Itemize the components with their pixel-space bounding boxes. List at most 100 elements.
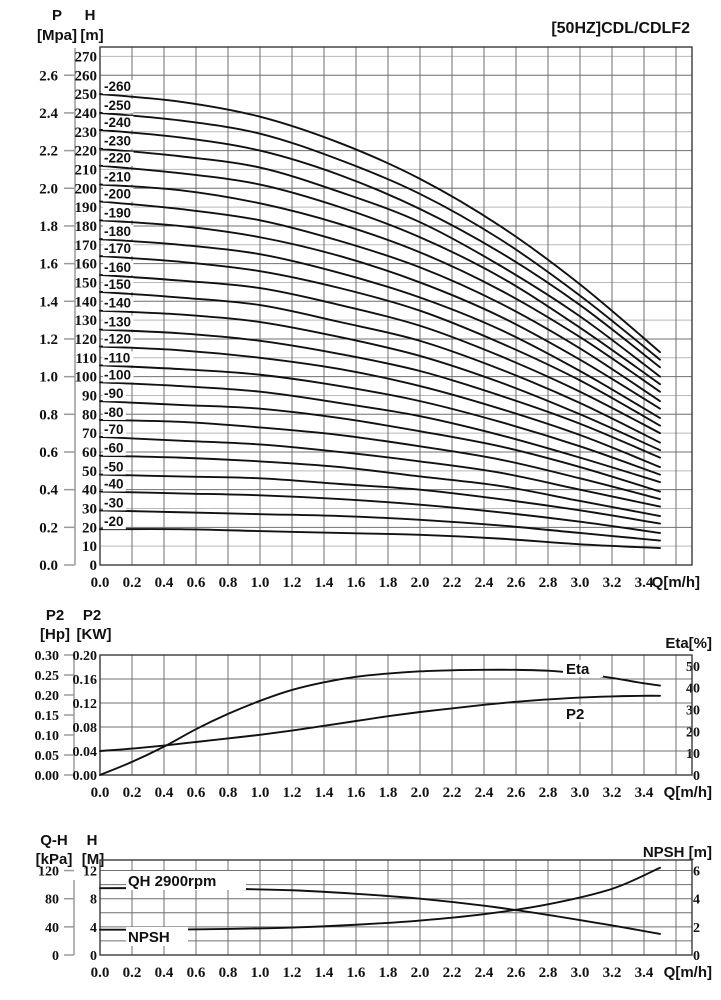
stage-curve-label: -210 (104, 170, 131, 185)
q-axis-tick: 3.0 (571, 575, 590, 591)
eta-tick: 10 (686, 747, 700, 762)
qh-label-bg (126, 871, 246, 890)
p-axis-tick: 0.6 (39, 445, 58, 461)
q-axis-tick: 0.8 (219, 965, 238, 981)
q-axis-label: Q[m/h] (664, 964, 712, 981)
h-axis-tick: 210 (75, 162, 98, 178)
stage-curve-label: -20 (104, 514, 124, 529)
stage-curve-label: -170 (104, 241, 131, 256)
h-axis-tick: 60 (82, 445, 97, 461)
q-axis-tick: 0.4 (155, 965, 174, 981)
h-axis-tick: 190 (75, 200, 98, 216)
power-chart-svg: P2 P2[Hp] [KW]Eta[%]0.300.250.200.150.100.… (35, 607, 713, 801)
qh-curve-label: QH 2900rpm (128, 873, 216, 890)
h-axis-tick: 90 (82, 388, 97, 404)
q-axis-tick: 0.8 (219, 785, 238, 801)
stage-curve (99, 164, 661, 386)
h-axis-tick: 200 (75, 181, 98, 197)
h-axis-name: H (85, 7, 96, 24)
p2kw-axis-name: P2 (83, 607, 101, 624)
q-axis-tick: 3.2 (603, 575, 622, 591)
q-axis-tick: 3.0 (571, 965, 590, 981)
stage-curve (99, 364, 661, 476)
power-efficiency-chart: P2 P2 [Hp] [KW] Eta[%] 0.30 0.25 0.20 0.15 0.10 0.… (0, 600, 721, 835)
h-m-tick: 8 (90, 893, 97, 908)
chart-title: [50HZ]CDL/CDLF2 (551, 20, 690, 37)
h-axis-tick: 150 (75, 275, 98, 291)
h-axis-tick: 50 (82, 464, 97, 480)
q-axis-tick: 2.4 (475, 785, 494, 801)
curve-label-bg (103, 242, 134, 257)
p-axis-tick: 2.0 (39, 181, 58, 197)
stage-curve-label: -230 (104, 134, 131, 149)
curve-label-bg (103, 405, 126, 420)
curve-label-bg (103, 115, 134, 130)
p-axis-tick: 1.8 (39, 219, 58, 235)
h-axis-unit: [M] (82, 851, 105, 868)
curve-label-bg (103, 351, 134, 366)
p2-hp-tick: 0.15 (35, 709, 60, 724)
stage-curve-label: -30 (104, 495, 124, 510)
q-axis-tick: 2.2 (443, 575, 462, 591)
p-axis-tick: 1.2 (39, 332, 58, 348)
p-axis-tick: 2.2 (39, 144, 58, 160)
q-axis-label: Q[m/h] (652, 574, 700, 591)
curve-label-bg (103, 187, 134, 202)
stage-curve (99, 490, 661, 534)
q-axis-tick: 0.6 (187, 575, 206, 591)
h-m-tick: 4 (90, 921, 97, 936)
q-axis-tick: 3.4 (635, 575, 654, 591)
curve-label-bg (103, 368, 134, 383)
p2-kw-tick: 0.16 (73, 673, 98, 688)
stage-curve-label: -130 (104, 315, 131, 330)
curve-label-bg (103, 460, 126, 475)
stage-curve (99, 528, 661, 549)
q-axis-tick: 2.0 (411, 965, 430, 981)
q-axis-tick: 0.2 (123, 785, 142, 801)
npsh-tick: 0 (693, 949, 700, 964)
p2kw-axis-unit: [KW] (77, 626, 112, 643)
q-axis-tick: 0.6 (187, 785, 206, 801)
q-axis-tick: 0.2 (123, 575, 142, 591)
stage-curve (99, 273, 661, 435)
eta-curve-label: Eta (566, 661, 590, 678)
h-axis-tick: 180 (75, 219, 98, 235)
q-axis-label: Q[m/h] (664, 784, 712, 801)
qh-kpa-tick: 120 (38, 865, 59, 880)
q-axis-tick: 0.6 (187, 965, 206, 981)
curve-label-bg (103, 441, 126, 456)
stage-curve-label: -200 (104, 186, 131, 201)
curve-label-bg (103, 422, 126, 437)
q-axis-tick: 2.4 (475, 965, 494, 981)
stage-curve (99, 128, 661, 369)
stage-curve (99, 309, 661, 452)
p2-hp-tick: 0.00 (35, 769, 60, 784)
p2-kw-tick: 0.00 (73, 769, 98, 784)
main-plot-frame (99, 46, 693, 566)
qh-kpa-tick: 0 (52, 949, 59, 964)
curve-label-bg (103, 98, 134, 113)
curve-label-bg (103, 332, 134, 347)
stage-curve-label: -250 (104, 98, 131, 113)
q-axis-tick: 1.0 (251, 785, 270, 801)
npsh-axis-label: NPSH [m] (643, 844, 712, 861)
stage-curve (99, 509, 661, 542)
h-axis-tick: 40 (82, 483, 97, 499)
stage-curve-label: -50 (104, 460, 124, 475)
h-axis-tick: 170 (75, 238, 98, 254)
p-axis-tick: 1.6 (39, 257, 58, 273)
stage-curve-label: -150 (104, 277, 131, 292)
stage-curve-label: -180 (104, 224, 131, 239)
q-axis-tick: 1.6 (347, 575, 366, 591)
q-axis-tick: 0.2 (123, 965, 142, 981)
h-axis-tick: 220 (75, 144, 98, 160)
h-axis-tick: 160 (75, 257, 98, 273)
h-axis-tick: 80 (82, 407, 97, 423)
q-axis-tick: 0.0 (91, 575, 110, 591)
qh-kpa-tick: 80 (45, 893, 59, 908)
p2-label-bg (563, 705, 599, 722)
q-axis-tick: 1.0 (251, 575, 270, 591)
stage-curve (99, 111, 661, 361)
q-axis-tick: 1.2 (283, 785, 302, 801)
q-axis-tick: 1.4 (315, 785, 334, 801)
